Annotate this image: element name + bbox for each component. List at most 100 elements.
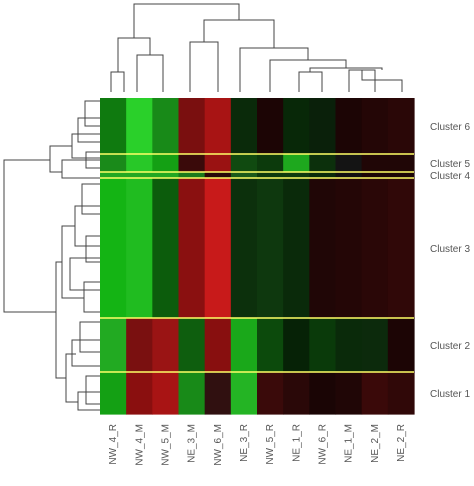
heatmap-cell (387, 318, 415, 373)
heatmap-cell (283, 98, 310, 155)
dendrogram-branch (203, 19, 275, 48)
heatmap-cell (178, 178, 206, 319)
heatmap-cell (100, 154, 127, 173)
heatmap-cell (309, 98, 337, 155)
heatmap-cell (230, 172, 258, 179)
column-labels: NW_4_R NW_4_M NW_5_M NE_3_M NW_6_M NE_3_R NW_5… (108, 424, 407, 466)
dendrogram-branch (83, 281, 100, 313)
heatmap-cell (152, 172, 180, 179)
cluster-label: Cluster 2 (430, 341, 470, 352)
heatmap-cell (335, 98, 363, 155)
column-label: NW_4_M (134, 424, 145, 466)
dendrogram-branch (133, 3, 240, 38)
heatmap-cell (387, 172, 415, 179)
heatmap-cell (100, 178, 127, 319)
dendrogram-branch (55, 261, 66, 379)
dendrogram-branch (79, 321, 100, 353)
dendrogram-branch (49, 145, 72, 173)
heatmap-cell (387, 154, 415, 173)
dendrogram-branch (77, 117, 100, 143)
heatmap-cell (257, 318, 284, 373)
dendrogram-branch (239, 47, 309, 92)
heatmap-cell (361, 98, 389, 155)
cluster-label: Cluster 1 (430, 389, 470, 400)
heatmap-cell (387, 372, 415, 415)
dendrogram-branch (84, 100, 100, 127)
dendrogram-branch (81, 183, 100, 215)
dendrogram-branch (74, 205, 100, 247)
heatmap-cell (230, 178, 258, 319)
heatmap-cell (257, 372, 284, 415)
heatmap-cell (126, 178, 153, 319)
heatmap-cell (230, 372, 258, 415)
heatmap-cell (257, 172, 284, 179)
column-label: NW_6_M (213, 424, 224, 466)
heatmap-cell (309, 372, 337, 415)
dendrogram-branch (269, 59, 347, 92)
heatmap-cell (361, 372, 389, 415)
heatmap-cell (100, 372, 127, 415)
column-label: NW_4_R (108, 424, 119, 465)
column-label: NE_2_M (370, 424, 381, 463)
cluster-label: Cluster 3 (430, 244, 470, 255)
column-label: NE_3_R (239, 424, 250, 462)
heatmap-cell (387, 178, 415, 319)
heatmap-cell (100, 98, 127, 155)
column-label: NW_5_M (160, 424, 171, 466)
heatmap-cell (283, 372, 310, 415)
heatmap-cell (100, 318, 127, 373)
column-label: NE_1_R (291, 424, 302, 462)
heatmap-cell (335, 178, 363, 319)
dendrogram-branch (61, 159, 100, 179)
heatmap-cell (178, 154, 206, 173)
dendrogram-branch (85, 375, 100, 405)
heatmap-cell (126, 172, 153, 179)
heatmap-cell (309, 178, 337, 319)
column-dendrogram (110, 3, 403, 92)
heatmap-cell (178, 318, 206, 373)
heatmap-cell (204, 154, 232, 173)
cluster-label: Cluster 4 (430, 171, 470, 182)
heatmap-cell (152, 154, 180, 173)
heatmap-cell (361, 154, 389, 173)
heatmap-cell (283, 178, 310, 319)
heatmap-cell (204, 178, 232, 319)
heatmap-cell (100, 172, 127, 179)
heatmap-cell (283, 154, 310, 173)
heatmap-cell (335, 372, 363, 415)
heatmap-cell (257, 178, 284, 319)
heatmap-cell (204, 98, 232, 155)
dendrogram-branch (361, 70, 403, 92)
dendrogram-branch (3, 159, 56, 313)
heatmap-cell (204, 372, 232, 415)
column-label: NW_6_R (317, 424, 328, 465)
heatmap-cell (257, 98, 284, 155)
cluster-label: Cluster 6 (430, 122, 470, 133)
heatmap-cell (230, 154, 258, 173)
dendrogram-branch (110, 71, 125, 92)
heatmap-cell (152, 372, 180, 415)
dendrogram-branch (61, 225, 84, 299)
dendrogram-branch (71, 339, 100, 367)
dendrogram-branch (85, 235, 100, 263)
heatmap-cell (126, 154, 153, 173)
column-label: NE_3_M (187, 424, 198, 463)
heatmap-cell (309, 172, 337, 179)
column-label: NW_5_R (265, 424, 276, 465)
heatmap-cell (178, 98, 206, 155)
heatmap-cell (152, 98, 180, 155)
cluster-separators (100, 153, 414, 373)
dendrogram-branch (69, 257, 100, 291)
column-label: NE_1_M (344, 424, 355, 463)
heatmap-cell (361, 172, 389, 179)
heatmap-cell (283, 318, 310, 373)
heatmap-cell (178, 372, 206, 415)
heatmap-cell (204, 172, 232, 179)
row-dendrogram (3, 100, 100, 411)
heatmap-cell (178, 172, 206, 179)
heatmap-cell (361, 318, 389, 373)
heatmap-cell (387, 98, 415, 155)
heatmap-cell (152, 178, 180, 319)
